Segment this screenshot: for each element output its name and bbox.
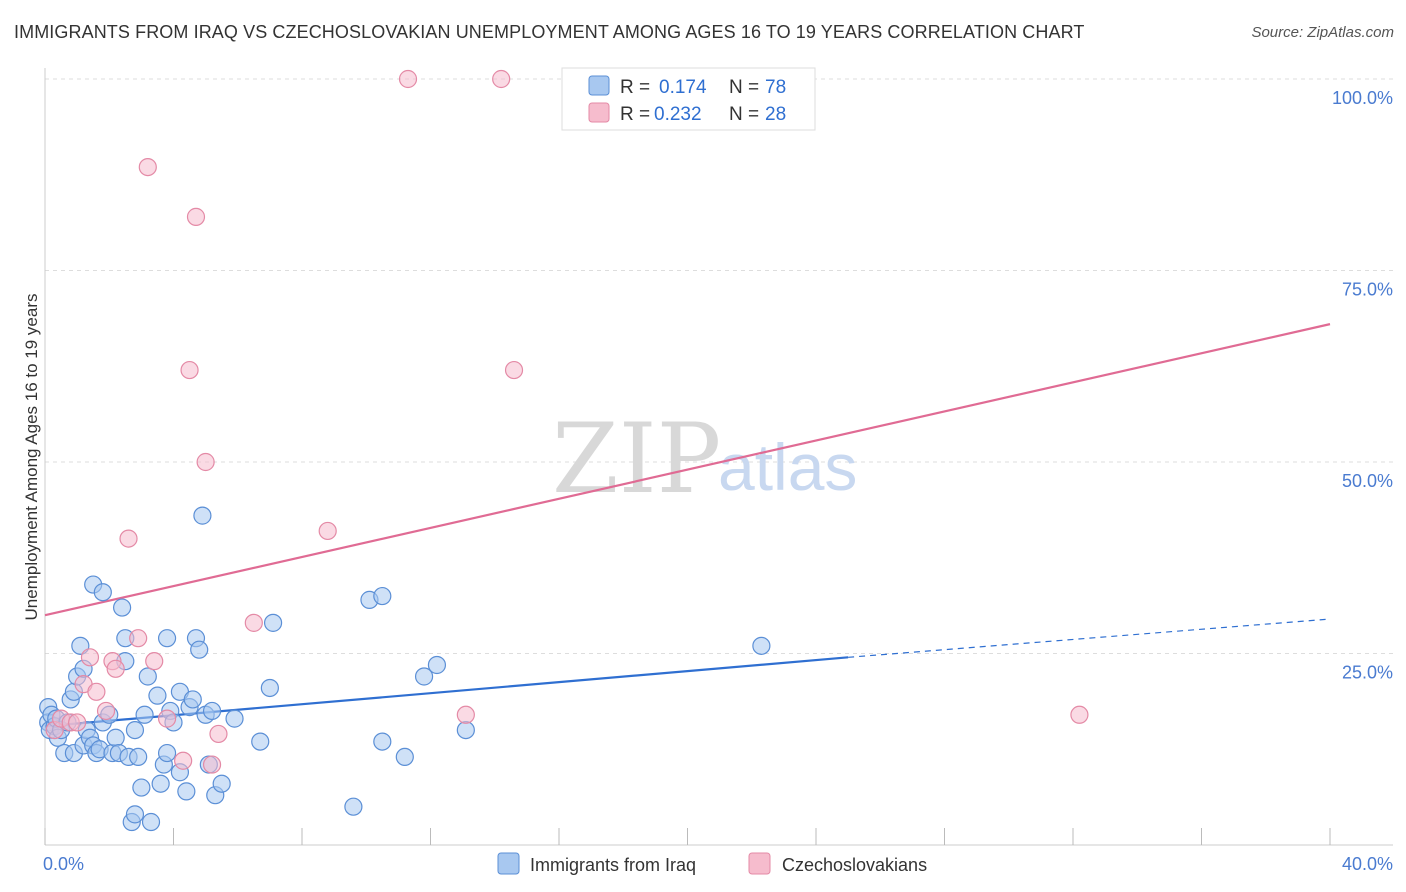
data-points [39, 69, 1089, 832]
x-tick-label-max: 40.0% [1342, 854, 1393, 874]
point-iraq-38 [135, 705, 154, 724]
point-iraq-67 [373, 586, 392, 606]
trend-line-czech [44, 323, 1331, 617]
point-czech-11 [129, 629, 148, 648]
point-iraq-27 [106, 728, 125, 747]
point-iraq-68 [373, 732, 392, 751]
legend-r-value-czech: 0.232 [654, 104, 702, 125]
point-iraq-39 [138, 667, 157, 686]
point-iraq-35 [125, 720, 145, 740]
legend-r-value-iraq: 0.174 [659, 77, 707, 98]
point-czech-20 [209, 724, 228, 744]
point-iraq-62 [251, 732, 270, 751]
point-czech-13 [145, 652, 164, 671]
point-iraq-40 [141, 812, 161, 832]
point-iraq-70 [414, 667, 434, 686]
point-iraq-55 [193, 506, 212, 525]
source-label: Source: ZipAtlas.com [1251, 24, 1394, 41]
point-czech-12 [138, 157, 157, 177]
point-iraq-45 [157, 629, 177, 648]
chart-title: IMMIGRANTS FROM IRAQ VS CZECHOSLOVAKIAN … [14, 22, 1085, 42]
trend-lines [44, 323, 1331, 728]
point-iraq-44 [157, 743, 177, 763]
point-iraq-36 [129, 747, 148, 767]
y-tick-label-75: 75.0% [1342, 280, 1393, 300]
legend-swatch-iraq [588, 75, 610, 96]
x-tick-label-min: 0.0% [43, 854, 84, 874]
grid-lines [45, 78, 1393, 654]
correlation-legend: R = 0.174 N = 78 R = 0.232 N = 28 [561, 67, 816, 131]
x-tick-labels: 0.0% 40.0% [43, 854, 1393, 874]
point-iraq-64 [263, 613, 283, 632]
legend-swatch-czech [588, 102, 610, 123]
point-czech-7 [96, 701, 116, 721]
point-iraq-69 [395, 747, 414, 767]
point-czech-23 [398, 69, 418, 89]
legend-n-value-czech: 28 [765, 104, 786, 125]
point-czech-24 [456, 705, 475, 724]
point-czech-9 [106, 659, 125, 678]
series-legend-label-iraq: Immigrants from Iraq [530, 855, 696, 875]
point-czech-17 [186, 207, 206, 226]
point-czech-21 [244, 613, 263, 632]
y-tick-label-50: 50.0% [1342, 471, 1393, 491]
series-legend: Immigrants from Iraq Czechoslovakians [497, 852, 927, 875]
point-czech-22 [318, 521, 337, 541]
watermark-zip: ZIP [552, 403, 721, 515]
point-iraq-41 [148, 686, 167, 705]
point-iraq-58 [202, 701, 222, 721]
series-legend-swatch-iraq [497, 852, 520, 875]
point-iraq-63 [260, 678, 279, 698]
point-czech-15 [174, 751, 193, 770]
y-tick-labels: 25.0% 50.0% 75.0% 100.0% [1332, 88, 1393, 683]
point-iraq-37 [132, 778, 151, 797]
point-czech-3 [68, 713, 87, 732]
point-czech-25 [492, 69, 511, 89]
point-iraq-65 [344, 797, 363, 816]
trend-line-iraq [44, 656, 849, 728]
series-legend-swatch-czech [748, 852, 771, 875]
point-iraq-61 [225, 709, 244, 728]
point-iraq-29 [112, 598, 132, 617]
point-czech-5 [80, 648, 100, 667]
watermark-atlas: atlas [718, 430, 857, 504]
point-iraq-50 [177, 782, 196, 801]
legend-n-value-iraq: 78 [765, 77, 786, 98]
point-czech-6 [87, 682, 106, 701]
point-iraq-72 [456, 720, 475, 740]
point-iraq-23 [93, 583, 112, 602]
point-iraq-73 [752, 636, 771, 655]
series-legend-label-czech: Czechoslovakians [782, 855, 927, 875]
legend-n-label-czech: N = [729, 104, 759, 125]
point-czech-10 [119, 529, 138, 548]
y-tick-label-100: 100.0% [1332, 88, 1393, 108]
legend-n-label-iraq: N = [729, 77, 759, 98]
point-czech-27 [1070, 705, 1089, 724]
point-iraq-42 [151, 774, 170, 793]
point-iraq-54 [190, 640, 209, 659]
point-czech-26 [504, 360, 524, 380]
y-tick-label-25: 25.0% [1342, 663, 1393, 683]
point-czech-19 [202, 755, 222, 774]
point-iraq-71 [427, 655, 447, 675]
point-czech-16 [180, 360, 199, 380]
legend-r-label-iraq: R = [620, 77, 650, 98]
legend-r-label-czech: R = [620, 104, 650, 125]
point-czech-18 [196, 452, 215, 472]
point-iraq-52 [183, 690, 202, 709]
watermark: ZIP atlas [552, 403, 857, 515]
trend-line-iraq-projection [848, 618, 1331, 658]
y-axis-label: Unemployment Among Ages 16 to 19 years [22, 294, 41, 621]
point-czech-14 [157, 709, 177, 728]
point-iraq-34 [125, 805, 145, 824]
point-iraq-60 [212, 774, 231, 793]
